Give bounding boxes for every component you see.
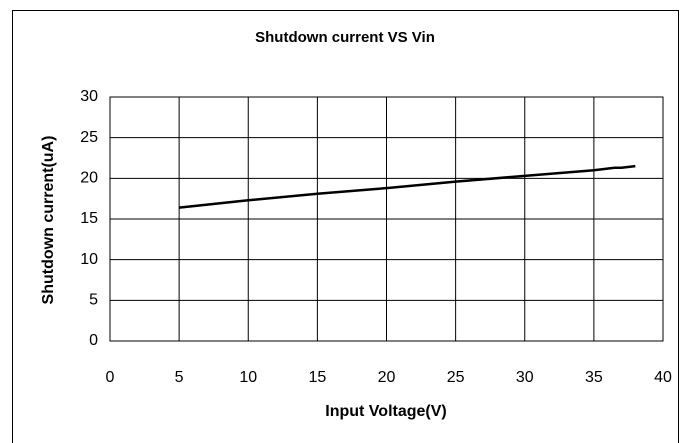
- y-tick-label: 25: [80, 129, 98, 146]
- y-tick-label: 20: [80, 170, 98, 187]
- y-tick-label: 10: [80, 251, 98, 268]
- x-tick-label: 30: [516, 369, 534, 386]
- y-tick-label: 30: [80, 88, 98, 105]
- x-tick-label: 40: [654, 369, 672, 386]
- y-tick-label: 5: [89, 292, 98, 309]
- chart-border: [12, 10, 679, 443]
- x-tick-label: 10: [239, 369, 257, 386]
- y-tick-label: 15: [80, 210, 98, 227]
- plot-border: [109, 96, 664, 342]
- x-tick-label: 5: [175, 369, 184, 386]
- chart-title: Shutdown current VS Vin: [255, 29, 435, 46]
- x-tick-label: 15: [308, 369, 326, 386]
- y-axis-label: Shutdown current(uA): [40, 136, 57, 305]
- x-tick-label: 0: [106, 369, 115, 386]
- data-line: [178, 164, 636, 209]
- x-tick-label: 35: [585, 369, 603, 386]
- x-axis-label: Input Voltage(V): [325, 403, 446, 420]
- x-tick-label: 20: [378, 369, 396, 386]
- y-tick-label: 0: [89, 332, 98, 349]
- x-tick-label: 25: [447, 369, 465, 386]
